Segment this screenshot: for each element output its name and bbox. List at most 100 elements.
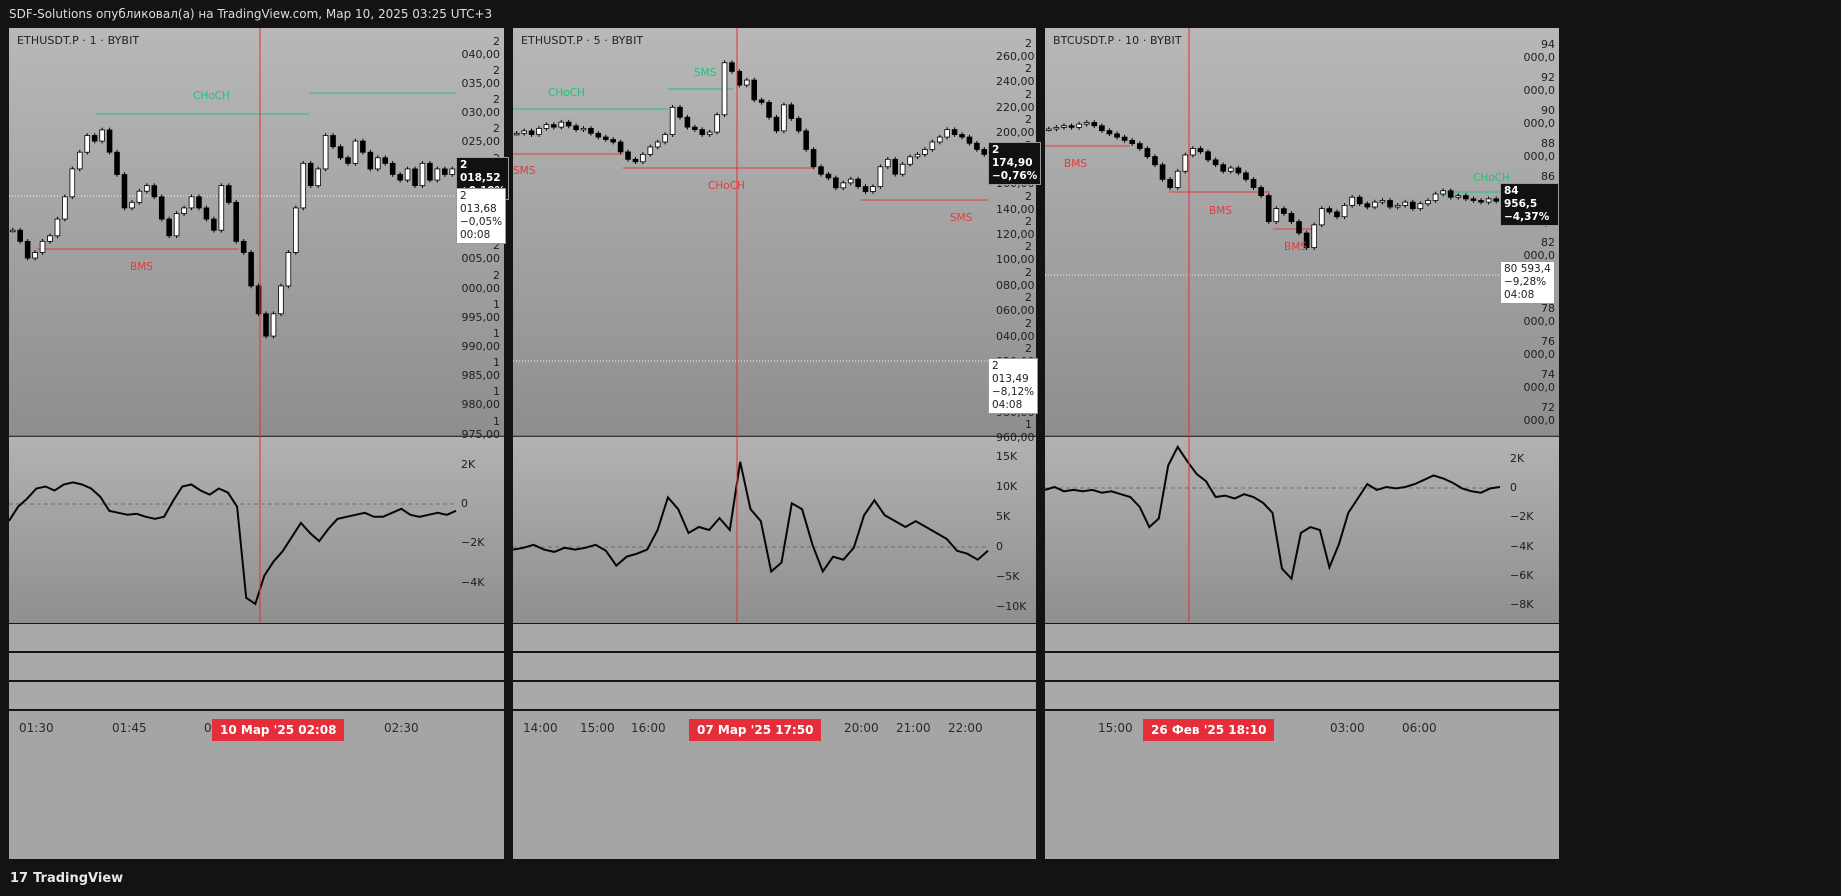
footer-bar: 17 TradingView: [0, 864, 1841, 896]
candle-body: [914, 153, 921, 158]
candle-body: [1303, 232, 1310, 249]
candle-body: [1174, 170, 1181, 188]
candle-body: [729, 62, 735, 72]
candle-body: [617, 141, 624, 153]
candle-body: [632, 158, 639, 163]
candle-body: [1425, 200, 1431, 205]
candle-body: [129, 201, 135, 209]
structure-label: BMS: [130, 261, 153, 273]
candle-body: [588, 127, 594, 134]
candle-body: [293, 207, 299, 253]
price-tick: 1 975,00: [461, 415, 501, 441]
time-tick: 02:30: [384, 721, 419, 735]
candle-body: [521, 130, 527, 134]
candle-body: [892, 158, 899, 175]
candle-body: [24, 240, 31, 259]
candle-body: [278, 285, 284, 315]
structure-label: SMS: [950, 212, 973, 224]
candle-body: [565, 121, 572, 127]
candle-body: [99, 129, 105, 142]
candle-body: [684, 116, 691, 128]
candle-body: [1493, 198, 1500, 202]
candle-body: [1349, 196, 1355, 206]
oscillator-tick: 2K: [461, 458, 476, 471]
candle-body: [136, 190, 143, 203]
candle-body: [404, 168, 411, 181]
candle-body: [84, 135, 91, 153]
candle-body: [367, 151, 374, 170]
candle-body: [936, 136, 943, 143]
candle-body: [54, 218, 61, 237]
candle-body: [114, 151, 120, 175]
oscillator-tick: 10K: [996, 480, 1018, 493]
candle-body: [602, 136, 609, 140]
candle-body: [1387, 200, 1393, 208]
price-tick: 2 005,00: [461, 239, 501, 265]
candle-body: [899, 163, 906, 175]
candle-body: [1083, 122, 1090, 125]
candle-body: [1296, 221, 1302, 234]
candle-body: [1356, 196, 1363, 205]
chart-panel-ethusdt-1m[interactable]: ETHUSDT.P · 1 · BYBIT 2 040,00 2 035,00 2 0…: [9, 28, 510, 859]
candle-body: [558, 121, 565, 128]
chart-panel-ethusdt-5m[interactable]: ETHUSDT.P · 5 · BYBIT 2 260,00 2 240,00 2 2…: [513, 28, 1042, 859]
candle-body: [1159, 164, 1166, 180]
candle-body: [300, 162, 307, 209]
candle-body: [106, 129, 113, 153]
crosshair-time-box: 07 Мар '25 17:50: [689, 719, 822, 741]
candle-body: [203, 207, 210, 220]
candle-body: [181, 207, 187, 214]
chart-panel-btcusdt-10m[interactable]: BTCUSDT.P · 10 · BYBIT 94 000,0 92 000,0 90…: [1045, 28, 1559, 859]
candle-body: [330, 135, 336, 148]
candle-body: [766, 101, 772, 118]
oscillator-tick: 0: [461, 497, 468, 510]
candle-body: [781, 104, 787, 132]
crosshair-time-box: 26 Фев '25 18:10: [1143, 719, 1275, 741]
candle-body: [345, 157, 351, 164]
oscillator-line: [9, 481, 457, 606]
price-tick: 2 025,00: [461, 122, 501, 148]
time-axis-bg: [1045, 711, 1559, 859]
candle-body: [855, 178, 861, 187]
candle-body: [669, 106, 676, 135]
candle-body: [640, 153, 646, 163]
price-tick: 88 000,0: [1523, 137, 1556, 163]
structure-label: CHoCH: [193, 90, 230, 102]
candle-body: [1394, 204, 1401, 208]
oscillator-tick: −4K: [461, 576, 485, 589]
candle-body: [847, 178, 854, 184]
oscillator-tick: 0: [1510, 481, 1517, 494]
empty-indicator-pane: [513, 653, 1036, 680]
candle-body: [1334, 211, 1340, 218]
structure-label: CHoCH: [1473, 172, 1510, 184]
crosshair-time-box: 10 Мар '25 02:08: [212, 719, 345, 741]
candle-body: [307, 162, 314, 187]
candle-body: [551, 124, 557, 128]
candle-body: [840, 182, 847, 189]
candle-body: [1197, 148, 1204, 153]
candle-body: [625, 151, 631, 160]
price-tick: 2 030,00: [461, 93, 501, 119]
price-pane-bg: [513, 28, 1036, 436]
tradingview-logo[interactable]: 17 TradingView: [10, 871, 123, 886]
time-tick: 03:00: [1330, 721, 1365, 735]
oscillator-tick: 0: [996, 540, 1003, 553]
empty-indicator-pane: [1045, 653, 1559, 680]
candle-body: [39, 240, 46, 253]
time-tick: 22:00: [948, 721, 983, 735]
price-tick: 78 000,0: [1523, 302, 1556, 328]
candle-body: [662, 134, 668, 143]
candle-body: [922, 149, 928, 155]
candle-body: [1326, 208, 1333, 213]
candle-body: [17, 229, 23, 242]
chart-canvas: [1045, 28, 1559, 859]
time-tick: 16:00: [631, 721, 666, 735]
oscillator-tick: −5K: [996, 570, 1020, 583]
last-price-value: 2 174,90: [992, 144, 1033, 169]
candle-body: [1106, 130, 1113, 135]
time-tick: 01:45: [112, 721, 147, 735]
candle-body: [907, 156, 913, 165]
time-tick: 14:00: [523, 721, 558, 735]
candle-body: [1470, 198, 1477, 201]
